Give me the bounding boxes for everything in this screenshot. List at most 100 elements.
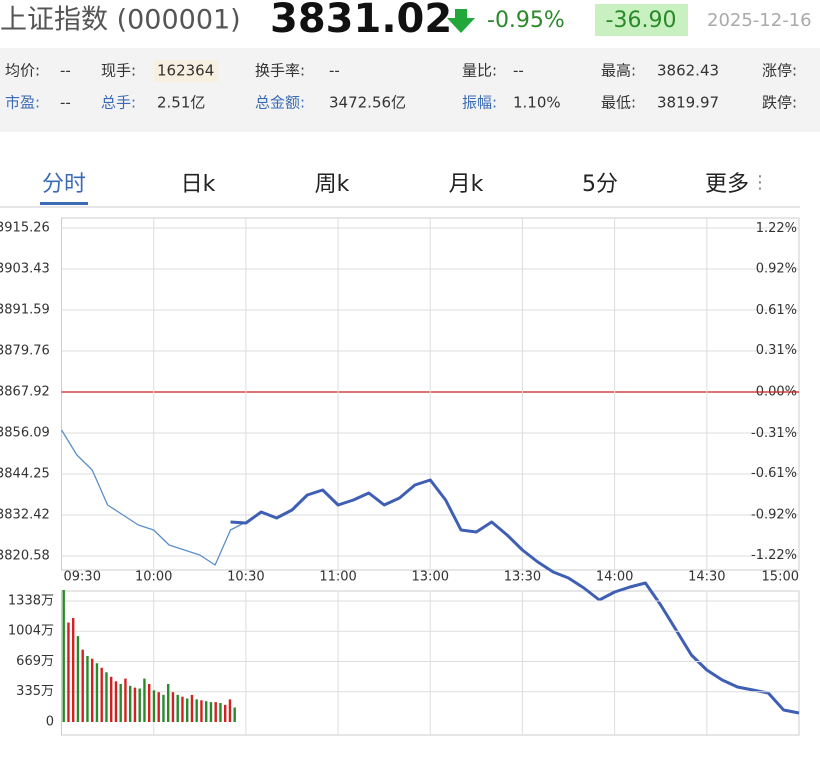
y-tick-label: 3820.58 xyxy=(0,549,50,564)
stat-value: -- xyxy=(60,94,71,112)
volume-bar xyxy=(205,701,208,722)
stat-label: 现手: xyxy=(101,62,136,80)
value-highlight xyxy=(154,60,218,82)
y-tick-label: 3856.09 xyxy=(0,425,50,440)
tab-underline xyxy=(40,202,88,205)
price-line xyxy=(60,429,247,566)
volume-bar xyxy=(171,692,175,722)
volume-tick-label: 335万 xyxy=(16,684,54,699)
volume-tick-label: 0 xyxy=(46,715,54,730)
y2-tick-label: 0.61% xyxy=(756,303,797,318)
volume-tick-label: 1338万 xyxy=(8,594,54,609)
stat-value: 3862.43 xyxy=(657,62,719,80)
x-tick-label: 15:00 xyxy=(762,570,799,585)
stats-band xyxy=(0,48,820,132)
volume-bar xyxy=(67,622,70,722)
volume-bar xyxy=(219,703,222,722)
stat-value: 3472.56亿 xyxy=(329,94,406,112)
volume-bar xyxy=(152,690,156,722)
stat-label: 最高: xyxy=(601,62,636,80)
tab[interactable]: 分时 xyxy=(42,172,86,197)
stat-label: 市盈: xyxy=(5,94,40,112)
x-tick-label: 14:30 xyxy=(688,570,725,585)
volume-tick-label: 669万 xyxy=(16,654,54,669)
stat-label: 均价: xyxy=(5,62,40,80)
down-arrow xyxy=(447,9,475,33)
price-line xyxy=(230,478,800,715)
volume-bar xyxy=(176,694,179,722)
volume-bar xyxy=(81,649,84,722)
tab[interactable]: 5分 xyxy=(582,172,618,197)
volume-bar xyxy=(138,688,141,722)
volume-tick-label: 1004万 xyxy=(8,624,54,639)
tab[interactable]: 更多 xyxy=(705,172,749,197)
volume-bar xyxy=(86,656,89,722)
stat-value: 1.10% xyxy=(513,94,561,112)
y-tick-label: 3915.26 xyxy=(0,221,50,236)
stat-label: 换手率: xyxy=(255,62,305,80)
stat-value: -- xyxy=(329,62,340,80)
volume-bar xyxy=(157,692,160,722)
y2-tick-label: -0.92% xyxy=(751,508,797,523)
volume-bar xyxy=(209,702,213,722)
date: 2025-12-16 xyxy=(707,10,812,31)
tab[interactable]: 日k xyxy=(181,172,216,197)
volume-bar xyxy=(181,696,184,722)
stat-value: -- xyxy=(513,62,524,80)
volume-bar xyxy=(95,663,99,722)
y2-tick-label: 1.22% xyxy=(756,221,797,236)
y2-tick-label: -0.31% xyxy=(751,426,797,441)
volume-bar xyxy=(105,672,108,722)
volume-bar xyxy=(228,699,232,722)
volume-bar xyxy=(190,694,194,722)
stat-label: 总金额: xyxy=(255,94,305,112)
volume-bar xyxy=(148,684,151,722)
x-tick-label: 09:30 xyxy=(64,570,101,585)
x-tick-label: 10:00 xyxy=(135,570,172,585)
stat-value: 2.51亿 xyxy=(157,94,205,112)
y-tick-label: 3867.92 xyxy=(0,385,50,400)
change: -36.90 xyxy=(606,8,677,33)
y-tick-label: 3844.25 xyxy=(0,467,50,482)
y-tick-label: 3879.76 xyxy=(0,343,50,358)
volume-bar xyxy=(167,684,170,722)
volume-bar xyxy=(72,618,75,722)
x-tick-label: 13:00 xyxy=(412,570,449,585)
volume-bar xyxy=(186,698,189,722)
x-tick-label: 13:30 xyxy=(504,570,541,585)
y2-tick-label: 0.92% xyxy=(756,261,797,276)
y-tick-label: 3832.42 xyxy=(0,507,50,522)
stat-label: 涨停: xyxy=(762,62,797,80)
stat-label: 最低: xyxy=(601,94,636,112)
stat-value: -- xyxy=(60,62,71,80)
volume-bar xyxy=(91,658,94,722)
y2-tick-label: 0.31% xyxy=(756,343,797,358)
change-box xyxy=(595,4,688,36)
volume-bar xyxy=(129,685,132,722)
volume-bar xyxy=(119,684,122,722)
tab[interactable]: 周k xyxy=(315,172,350,197)
index-name: 上证指数 (000001) xyxy=(0,5,241,36)
x-tick-label: 10:30 xyxy=(227,570,264,585)
volume-bar xyxy=(76,636,80,722)
volume-bar xyxy=(124,678,127,722)
volume-bar xyxy=(110,676,113,722)
stat-label: 振幅: xyxy=(462,94,497,112)
x-tick-label: 11:00 xyxy=(319,570,356,585)
volume-bar xyxy=(214,702,217,722)
volume-bar xyxy=(143,678,146,722)
y2-tick-label: -0.61% xyxy=(751,466,797,481)
stat-label: 量比: xyxy=(462,62,497,80)
volume-bar xyxy=(114,681,118,722)
volume-bar xyxy=(133,687,137,722)
volume-bar xyxy=(200,700,203,722)
volume-bar xyxy=(162,694,165,722)
more-dots: ⋮ xyxy=(751,172,769,193)
tab[interactable]: 月k xyxy=(449,172,484,197)
stat-label: 跌停: xyxy=(762,94,797,112)
volume-bar xyxy=(100,667,103,722)
price: 3831.02 xyxy=(270,0,452,42)
volume-bar xyxy=(224,704,227,722)
volume-bar xyxy=(195,699,198,722)
